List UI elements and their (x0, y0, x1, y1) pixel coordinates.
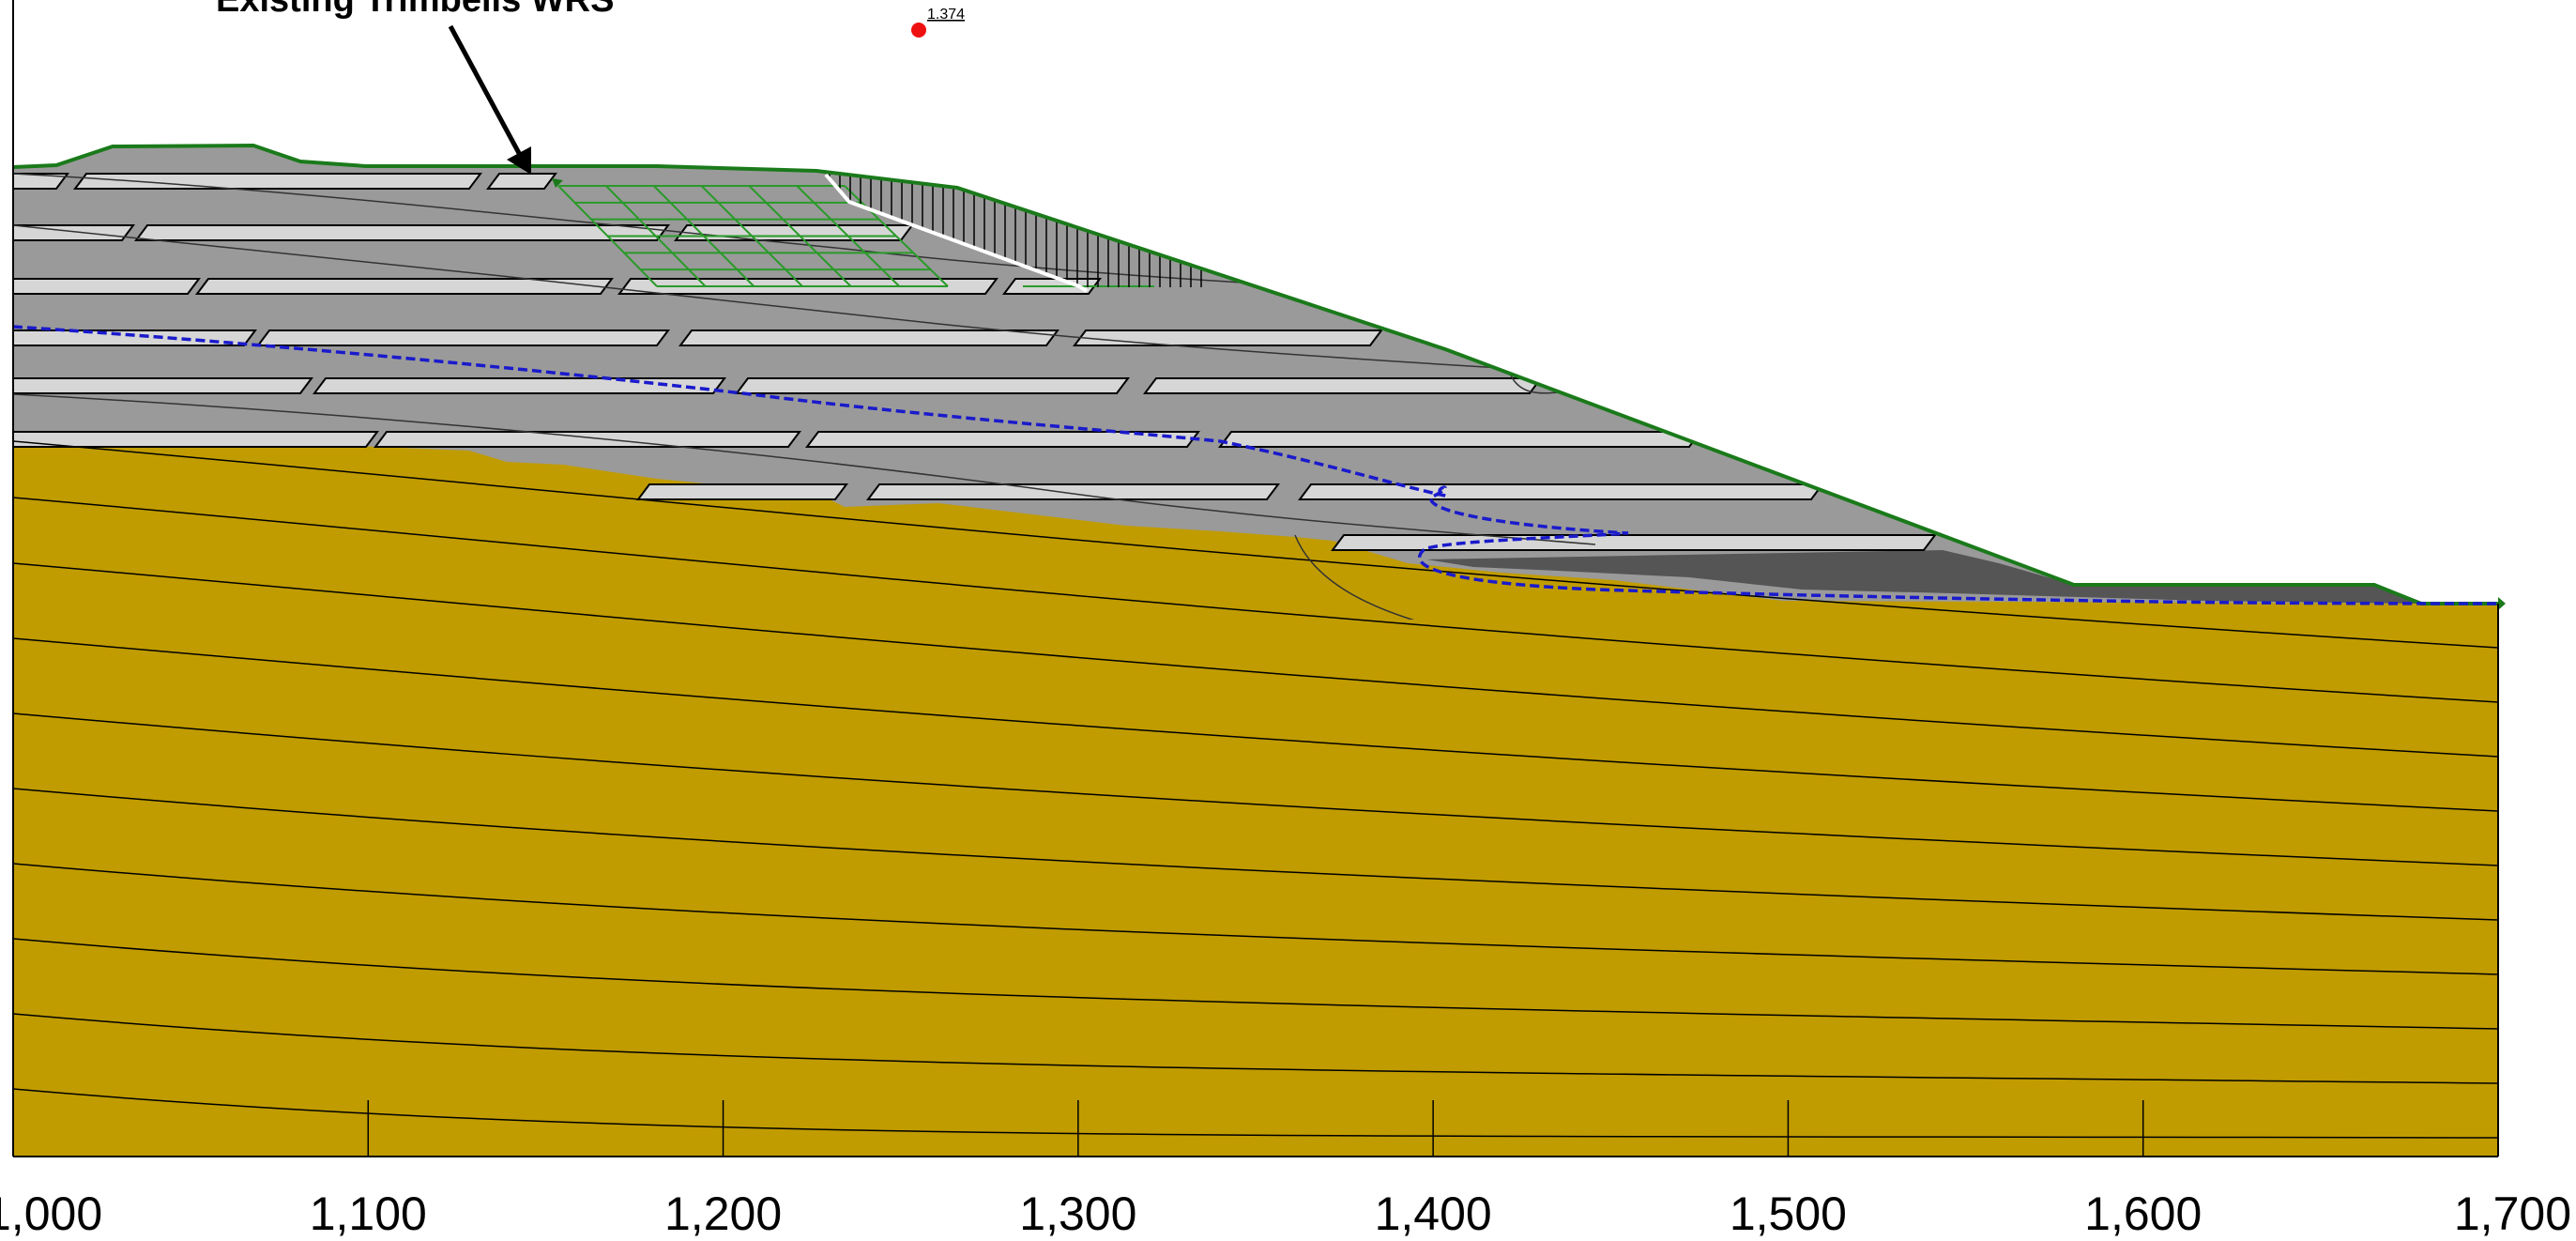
waste-rock-body (13, 146, 2421, 604)
search-grid (557, 185, 1154, 287)
ground-surface-line (12, 143, 2498, 605)
foundation-contours (13, 440, 2498, 1157)
x-tick-label: 1,400 (1375, 1187, 1492, 1240)
x-tick-label: 1,600 (2084, 1187, 2202, 1240)
contour-line (13, 788, 2498, 921)
rock-strip (674, 224, 914, 241)
rock-strip (373, 431, 801, 448)
annotation-label: Existing Trimbells WRS (216, 0, 614, 20)
dark-toe-layer (1426, 550, 2421, 604)
contour-line (13, 637, 2498, 812)
rock-strip (1143, 377, 1543, 394)
x-tick-label: 1,100 (310, 1187, 427, 1240)
contour-line (13, 712, 2498, 866)
x-tick-label: 1,300 (1019, 1187, 1136, 1240)
water-table-line (12, 325, 2499, 605)
rock-strip (13, 224, 135, 241)
contour-line (13, 440, 2498, 649)
contour-line (13, 938, 2498, 1030)
grid-line (844, 185, 949, 287)
arrow-down-right-icon (448, 24, 531, 175)
red-dot-icon (911, 23, 926, 38)
critical-slip-surface (824, 173, 1089, 293)
rock-strip (636, 483, 848, 500)
rock-strip (735, 377, 1130, 394)
rock-strip (256, 329, 670, 346)
rock-strip (13, 173, 69, 190)
contour-line (13, 1013, 2498, 1084)
right-boundary-marker-icon (2498, 597, 2506, 610)
rock-strip (1331, 534, 1937, 551)
rock-strip (13, 377, 313, 394)
rock-strip (1218, 431, 1702, 448)
rock-strip (1298, 483, 1824, 500)
rock-strip (312, 377, 726, 394)
rock-strip (195, 278, 614, 295)
rock-strip (486, 173, 557, 190)
internal-layer-lines (13, 173, 1596, 620)
contour-line (13, 497, 2498, 703)
critical-fos-label: 1.374 (927, 7, 965, 23)
contour-line (13, 562, 2498, 758)
contour-line (13, 1088, 2498, 1139)
grid-corner-marker-icon (552, 178, 563, 188)
rock-strip (678, 329, 1059, 346)
rock-strip (13, 278, 201, 295)
x-tick-label: 1,500 (1730, 1187, 1847, 1240)
slip-mass-hatching (829, 172, 1202, 287)
contour-line (13, 863, 2498, 975)
rock-strip (1073, 329, 1383, 346)
x-tick-label: 1,700 (2454, 1187, 2571, 1240)
rock-strip (13, 431, 379, 448)
rock-strip (134, 224, 670, 241)
x-axis: 1,000 1,100 1,200 1,300 1,400 1,500 1,600 1,700 (0, 1100, 2571, 1240)
x-tick-label: 1,200 (664, 1187, 782, 1240)
x-tick-label: 1,000 (0, 1187, 102, 1240)
rock-strip (805, 431, 1200, 448)
rock-strip (866, 483, 1280, 500)
